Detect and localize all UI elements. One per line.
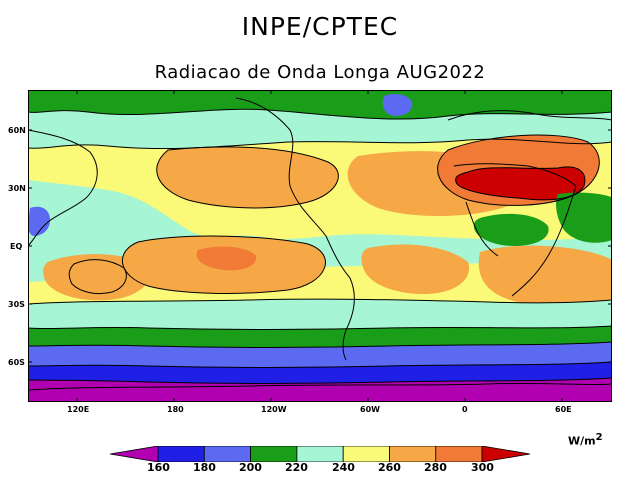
contour-line	[437, 134, 600, 206]
colorbar-label-260: 260	[378, 461, 401, 474]
continent-antarctica	[28, 382, 612, 391]
colorbar-label-220: 220	[285, 461, 308, 474]
colorbar-label-280: 280	[424, 461, 447, 474]
axis-ticks	[28, 90, 612, 402]
contour-line	[156, 146, 339, 209]
colorbar-segment	[342, 446, 390, 462]
zone-200-arctic-spot	[382, 94, 413, 116]
continent-australia	[68, 259, 127, 295]
contour-line	[28, 325, 612, 330]
lon-label-60e: 60E	[555, 405, 572, 414]
colorbar-label-180: 180	[193, 461, 216, 474]
contour-line	[28, 108, 612, 120]
contour-line	[28, 298, 612, 305]
units-exponent: 2	[595, 432, 603, 443]
zone-300-sahara	[455, 166, 585, 200]
lon-label-120w: 120W	[261, 405, 287, 414]
colorbar-arrow-low	[110, 446, 159, 462]
lon-label-180: 180	[167, 405, 184, 414]
zone-180-south	[28, 362, 612, 384]
colorbar-segment	[250, 446, 298, 462]
zone-200-south	[28, 342, 612, 368]
colorbar-segment	[203, 446, 252, 462]
contour-line	[28, 377, 612, 384]
zone-220-north	[28, 90, 612, 120]
lon-label-0: 0	[462, 405, 468, 414]
colorbar-arrow-high	[481, 446, 530, 462]
colorbar-label-300: 300	[471, 461, 494, 474]
map-title: Radiacao de Onda Longa AUG2022	[154, 62, 486, 83]
lon-label-60w: 60W	[360, 405, 380, 414]
zone-280-south-pacific	[196, 246, 257, 271]
zone-260-southern-africa	[478, 245, 612, 308]
zone-220-south	[28, 326, 612, 348]
color-bar	[110, 446, 530, 462]
continent-americas	[235, 97, 355, 361]
lat-label-60n: 60N	[8, 126, 26, 135]
colorbar-segment	[157, 446, 205, 462]
continent-asia-east	[28, 129, 98, 247]
lat-label-30s: 30S	[8, 300, 25, 309]
contour-line	[28, 341, 612, 348]
lat-label-eq: EQ	[10, 242, 23, 251]
organization-title: INPE/CPTEC	[241, 12, 399, 41]
colorbar-label-160: 160	[147, 461, 170, 474]
contour-line	[455, 166, 586, 201]
colorbar-segment	[435, 446, 483, 462]
zone-240-south-mid	[28, 299, 612, 330]
zone-220-africa-wet	[473, 213, 549, 246]
colorbar-label-240: 240	[332, 461, 355, 474]
olr-map	[28, 90, 612, 402]
lat-label-30n: 30N	[8, 184, 26, 193]
units-label: W/m2	[568, 432, 603, 448]
units-base: W/m	[568, 434, 596, 448]
zone-200-siberia	[28, 206, 50, 236]
lon-label-120e: 120E	[67, 405, 90, 414]
contour-line	[122, 235, 326, 294]
colorbar-label-200: 200	[239, 461, 262, 474]
lat-label-60s: 60S	[8, 358, 25, 367]
zone-240-north	[28, 109, 612, 149]
contour-line	[28, 138, 612, 150]
contour-line	[28, 361, 612, 368]
colorbar-segment	[296, 446, 344, 462]
colorbar-segment	[389, 446, 437, 462]
zone-260-south-atlantic	[361, 244, 470, 294]
